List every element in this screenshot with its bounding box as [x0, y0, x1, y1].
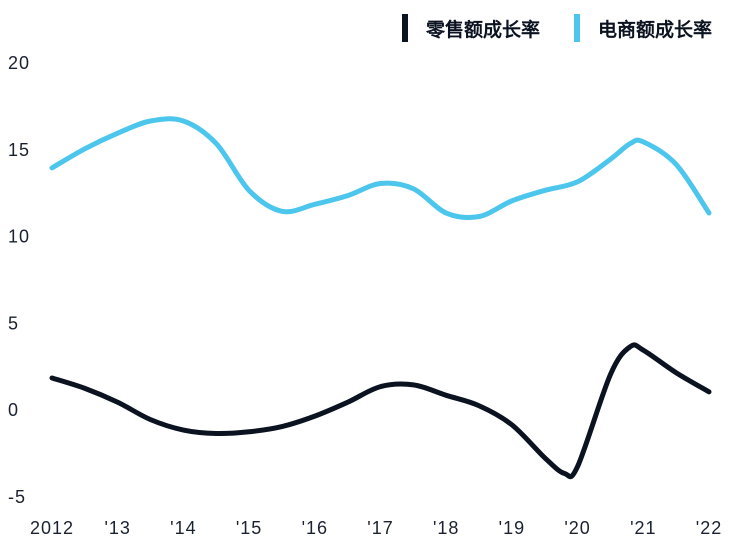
series-line-ecommerce [49, 116, 712, 221]
legend-swatch-ecommerce [573, 14, 580, 42]
y-tick-label: -5 [8, 487, 26, 507]
y-tick-label: 5 [8, 313, 19, 333]
x-tick-label: '14 [170, 518, 196, 538]
y-tick-label: 20 [8, 53, 30, 73]
x-tick-label: '17 [367, 518, 393, 538]
x-tick-label: '18 [433, 518, 459, 538]
x-axis-ticks: 2012 '13 '14 '15 '16 '17 '18 '19 '20 '21 '22 [30, 518, 722, 538]
x-tick-label: 2012 [30, 518, 74, 538]
y-axis-ticks: -5 0 5 10 15 20 [8, 53, 30, 507]
y-tick-label: 10 [8, 227, 30, 247]
series-line-retail [49, 342, 712, 480]
chart-legend: 零售额成长率 电商额成长率 [368, 14, 712, 42]
x-tick-label: '16 [302, 518, 328, 538]
series-layer [49, 116, 712, 480]
x-tick-label: '19 [499, 518, 525, 538]
x-tick-label: '20 [564, 518, 590, 538]
x-tick-label: '21 [630, 518, 656, 538]
y-tick-label: 15 [8, 140, 30, 160]
legend-label-ecommerce: 电商额成长率 [597, 19, 712, 41]
legend-item-ecommerce: 电商额成长率 [573, 14, 712, 42]
x-tick-label: '22 [696, 518, 722, 538]
x-tick-label: '15 [236, 518, 262, 538]
legend-item-retail: 零售额成长率 [401, 14, 540, 42]
y-tick-label: 0 [8, 400, 19, 420]
legend-label-retail: 零售额成长率 [425, 19, 540, 41]
x-tick-label: '13 [104, 518, 130, 538]
legend-swatch-retail [401, 14, 408, 42]
